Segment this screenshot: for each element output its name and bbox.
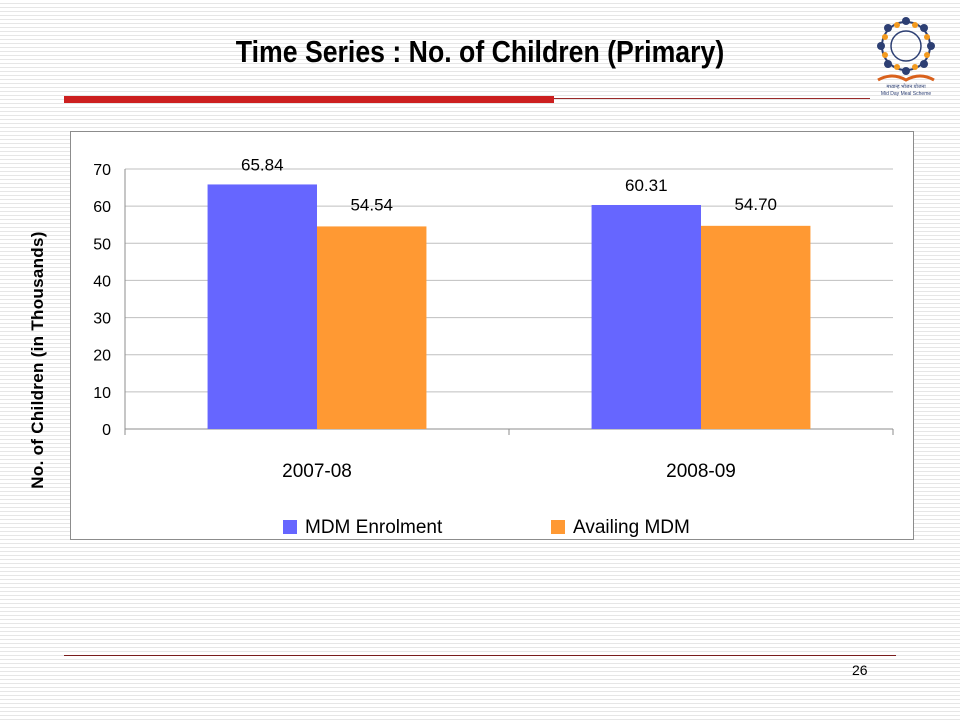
chart-area: 0 10 20 30 40 50 60 70 65.84 54.54 2007-08 60.31 54.… [70,131,914,540]
y-tick-label: 50 [93,236,111,253]
legend-swatch [283,520,297,534]
bar [317,226,427,429]
y-tick-label: 40 [93,273,111,290]
data-label: 54.70 [734,195,777,214]
title-accent-line [554,98,870,99]
legend-swatch [551,520,565,534]
y-tick-label: 30 [93,311,111,328]
bar [701,225,811,429]
y-tick-label: 20 [93,348,111,365]
y-tick-label: 70 [93,162,111,179]
x-tick-label: 2008-09 [666,461,736,482]
slide-title: Time Series : No. of Children (Primary) [235,34,725,69]
data-label: 60.31 [625,176,668,195]
y-axis-label: No. of Children (in Thousands) [28,231,47,489]
x-tick-label: 2007-08 [282,461,352,482]
logo-caption-hindi: मध्यान्ह भोजन योजना [886,83,926,90]
logo-caption-english: Mid Day Meal Scheme [881,91,932,97]
legend-label: MDM Enrolment [305,517,443,538]
y-tick-label: 10 [93,385,111,402]
y-tick-label: 60 [93,199,111,216]
bar [591,204,701,429]
legend-label: Availing MDM [573,517,690,538]
footer-divider [64,655,896,656]
title-accent-bar [64,96,554,103]
bar-chart: 0 10 20 30 40 50 60 70 65.84 54.54 2007-08 60.31 54.… [93,155,894,538]
y-tick-label: 0 [102,422,111,439]
bar [207,184,317,429]
data-label: 54.54 [350,195,393,214]
data-label: 65.84 [241,155,284,174]
page-number: 26 [852,662,868,678]
mid-day-meal-logo: मध्यान्ह भोजन योजना Mid Day Meal Scheme [877,17,935,97]
